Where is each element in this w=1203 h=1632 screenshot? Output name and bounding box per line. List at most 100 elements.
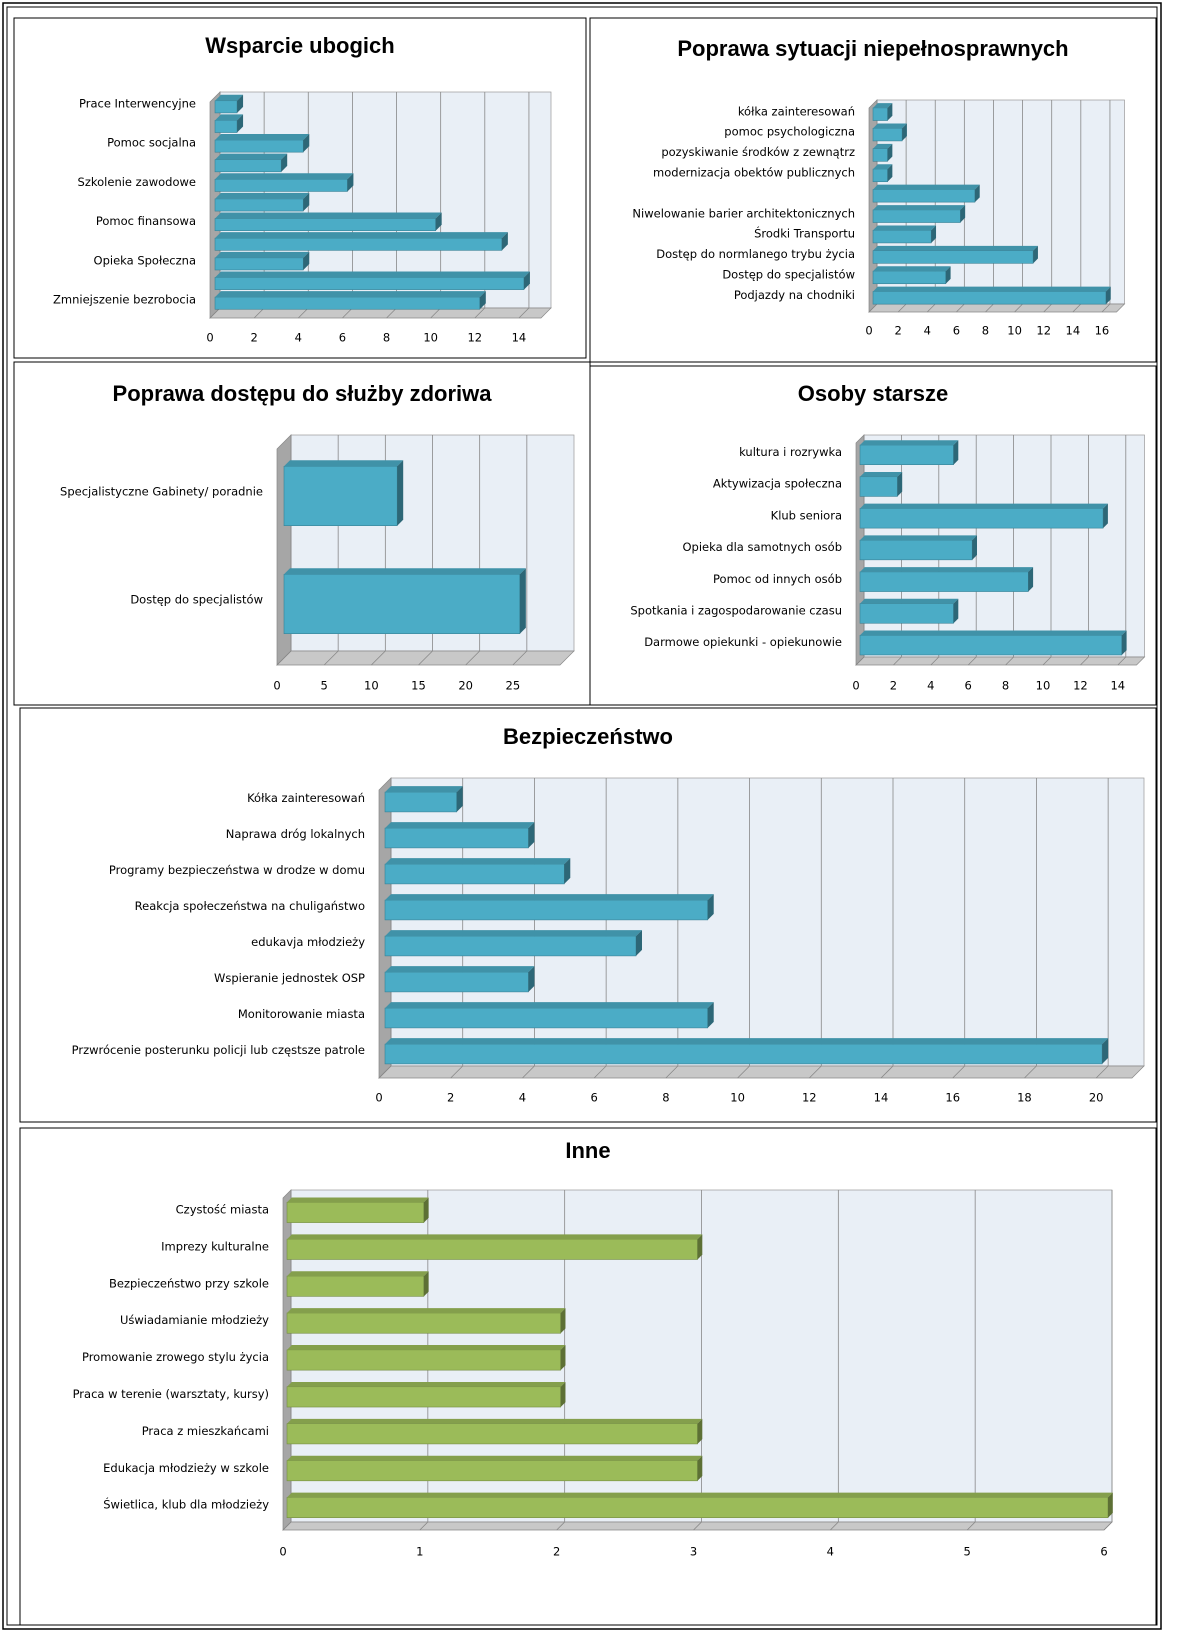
bar-front — [872, 168, 888, 183]
bar — [214, 271, 530, 290]
grid-line — [665, 778, 679, 1079]
bar-side — [560, 1381, 566, 1408]
x-tick-label: 0 — [279, 1545, 286, 1559]
bar — [859, 535, 977, 561]
outer-frame — [2, 2, 1162, 1630]
x-tick-label: 12 — [467, 331, 482, 345]
bar-front — [384, 935, 637, 957]
x-tick-label: 0 — [865, 324, 872, 338]
bar — [872, 286, 1111, 305]
y-tick-label: Darmowe opiekunki - opiekunowie — [644, 635, 842, 649]
x-tick-label: 15 — [411, 679, 426, 693]
x-tick-label: 1 — [416, 1545, 423, 1559]
bar-side — [501, 232, 508, 251]
y-tick-label: kółka zainteresowań — [738, 104, 855, 118]
y-tick-label: Opieka dla samotnych osób — [683, 540, 843, 554]
bar-top — [860, 440, 959, 446]
bar-front — [214, 198, 304, 212]
x-tick-label: 0 — [273, 679, 280, 693]
x-tick-label: 4 — [927, 679, 934, 693]
bar — [384, 822, 535, 849]
x-tick-label: 12 — [1036, 324, 1051, 338]
bar — [286, 1418, 703, 1445]
x-tick-label: 12 — [1073, 679, 1088, 693]
side-wall — [378, 777, 392, 1079]
bar-side — [1102, 1038, 1109, 1064]
x-tick-label: 25 — [506, 679, 521, 693]
bar-front — [286, 1312, 561, 1334]
bar-top — [215, 251, 310, 258]
bar-side — [1108, 1492, 1113, 1518]
bar-side — [931, 225, 937, 243]
x-tick-label: 8 — [1002, 679, 1009, 693]
x-tick-label: 2 — [250, 331, 257, 345]
y-tick-label: Spotkania i zagospodarowanie czasu — [630, 604, 842, 618]
bar-front — [872, 291, 1107, 305]
bar-top — [873, 266, 951, 272]
y-tick-label: Aktywizacja społeczna — [713, 477, 842, 491]
bar-front — [384, 899, 709, 921]
bar — [214, 153, 288, 173]
bar-front — [384, 791, 458, 813]
bar-top — [287, 1345, 566, 1350]
bar-side — [397, 460, 404, 526]
grid-line — [952, 778, 966, 1079]
bar-top — [385, 822, 535, 829]
bar-side — [902, 123, 907, 141]
y-tick-label: Szkolenie zawodowe — [78, 175, 196, 189]
chart-title: Poprawa dostępu do służby zdoriwa — [113, 381, 493, 406]
bar-front — [214, 257, 304, 271]
x-tick-label: 0 — [206, 331, 213, 345]
x-tick-label: 10 — [423, 331, 438, 345]
x-tick-label: 8 — [982, 324, 989, 338]
bar-side — [564, 858, 571, 884]
bar-side — [960, 205, 966, 223]
bar — [214, 291, 486, 310]
y-tick-label: Specjalistyczne Gabinety/ poradnie — [60, 484, 263, 498]
bar — [872, 184, 980, 203]
bar-front — [214, 218, 436, 232]
bar-top — [287, 1418, 703, 1424]
grid-line — [1024, 778, 1037, 1079]
bar — [859, 503, 1108, 529]
x-tick-label: 16 — [945, 1091, 960, 1105]
x-tick-label: 6 — [953, 324, 960, 338]
bar-side — [887, 164, 893, 182]
y-tick-label: edukavja młodzieży — [251, 935, 365, 949]
bar — [214, 192, 310, 212]
y-tick-label: Przwrócenie posterunku policji lub częst… — [72, 1043, 365, 1057]
bar-top — [215, 173, 354, 180]
x-tick-label: 0 — [375, 1091, 382, 1105]
bar-side — [953, 598, 959, 624]
bar — [214, 94, 244, 114]
bar-side — [519, 568, 526, 634]
bar-side — [560, 1308, 566, 1334]
bar — [286, 1197, 429, 1223]
bar — [384, 786, 463, 813]
bar-top — [873, 225, 937, 231]
bar-front — [286, 1275, 425, 1297]
y-tick-label: Klub seniora — [771, 508, 842, 522]
bar-top — [215, 153, 288, 160]
bar-top — [873, 123, 907, 129]
bar-top — [215, 134, 310, 141]
x-tick-label: 3 — [690, 1545, 697, 1559]
grid-line — [282, 1190, 292, 1531]
bar-front — [859, 571, 1029, 592]
y-tick-label: Pomoc od innych osób — [713, 572, 842, 586]
y-tick-label: Zmniejszenie bezrobocia — [53, 293, 196, 307]
bar-front — [872, 270, 947, 285]
bar-side — [697, 1234, 703, 1260]
y-tick-label: kultura i rozrywka — [739, 445, 842, 459]
bar-side — [697, 1418, 703, 1444]
y-tick-label: pomoc psychologiczna — [724, 125, 855, 139]
y-tick-label: Prace Interwencyjne — [79, 96, 196, 110]
x-tick-label: 12 — [802, 1091, 817, 1105]
bar-top — [215, 212, 442, 219]
bar-front — [859, 635, 1123, 656]
bar-top — [860, 503, 1108, 509]
x-tick-label: 4 — [519, 1091, 526, 1105]
bar-side — [423, 1197, 429, 1223]
bar-side — [972, 535, 977, 560]
bar-top — [385, 1002, 714, 1009]
